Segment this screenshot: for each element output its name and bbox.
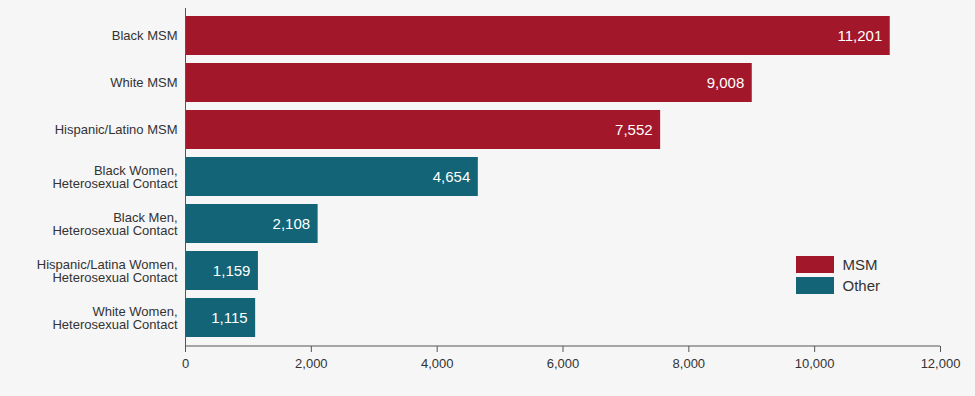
svg-text:Hispanic/Latina Women,Heterose: Hispanic/Latina Women,Heterosexual Conta… xyxy=(37,257,178,285)
svg-text:Black MSM: Black MSM xyxy=(112,28,178,43)
svg-text:11,201: 11,201 xyxy=(837,27,882,44)
svg-text:Black Men,Heterosexual Contact: Black Men,Heterosexual Contact xyxy=(52,210,177,238)
svg-text:6,000: 6,000 xyxy=(547,356,580,371)
svg-text:2,108: 2,108 xyxy=(273,215,311,232)
svg-text:White MSM: White MSM xyxy=(110,75,177,90)
svg-text:Black Women,Heterosexual Conta: Black Women,Heterosexual Contact xyxy=(52,163,177,191)
svg-text:2,000: 2,000 xyxy=(295,356,328,371)
svg-text:7,552: 7,552 xyxy=(615,121,653,138)
svg-text:4,654: 4,654 xyxy=(433,168,471,185)
svg-text:Hispanic/Latino MSM: Hispanic/Latino MSM xyxy=(55,122,178,137)
svg-text:1,115: 1,115 xyxy=(211,309,247,326)
svg-text:8,000: 8,000 xyxy=(673,356,706,371)
svg-text:12,000: 12,000 xyxy=(921,356,961,371)
html-text:MSM: MSM xyxy=(842,256,878,273)
svg-text:4,000: 4,000 xyxy=(421,356,454,371)
svg-text:10,000: 10,000 xyxy=(795,356,835,371)
svg-text:White Women,Heterosexual Conta: White Women,Heterosexual Contact xyxy=(52,304,177,332)
svg-text:0: 0 xyxy=(182,356,189,371)
svg-text:1,159: 1,159 xyxy=(213,262,251,279)
svg-text:9,008: 9,008 xyxy=(707,74,745,91)
html-text:Other: Other xyxy=(842,277,880,294)
